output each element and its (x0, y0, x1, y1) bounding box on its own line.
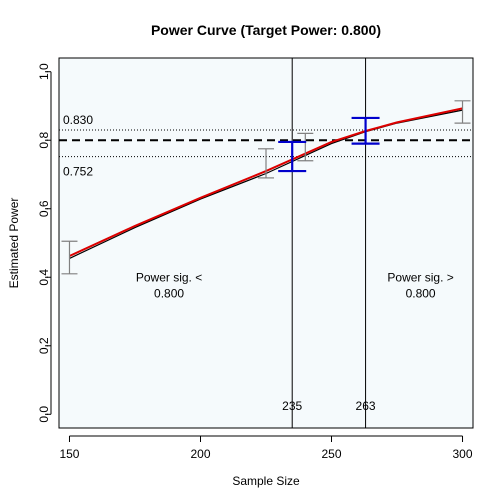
reference-lines-group: 0.830 0.752 (59, 113, 473, 179)
annotations-group: Power sig. < 0.800 Power sig. > 0.800 (136, 270, 454, 300)
x-tick-label-250: 250 (321, 447, 341, 461)
vertical-line-label-235: 235 (282, 399, 302, 413)
y-tick-label-1.0: 1.0 (37, 63, 51, 80)
region-annotation-1-line2: 0.800 (154, 286, 184, 300)
error-bars-group (61, 100, 471, 275)
vertical-lines-group: 235 263 (282, 58, 376, 428)
error-bar-150 (61, 240, 78, 275)
region-annotation-2-line2: 0.800 (406, 286, 436, 300)
x-tick-label-150: 150 (59, 447, 79, 461)
region-annotation-2-line1: Power sig. > (387, 270, 453, 284)
y-tick-label-0.2: 0.2 (37, 337, 51, 354)
x-axis-label: Sample Size (232, 474, 300, 488)
error-bar-300 (454, 100, 471, 124)
series-group (69, 107, 463, 259)
plot-background (59, 58, 473, 428)
y-axis-label: Estimated Power (7, 198, 21, 289)
crossing-error-bar-263 (351, 116, 380, 145)
chart-title: Power Curve (Target Power: 0.800) (151, 22, 381, 38)
x-tick-label-200: 200 (190, 447, 210, 461)
region-annotation-1-line1: Power sig. < (136, 270, 202, 284)
error-bar-225 (258, 148, 274, 179)
ci-upper-label: 0.830 (63, 113, 93, 127)
y-tick-label-0.4: 0.4 (37, 269, 51, 286)
power-curve-series-2 (69, 107, 463, 257)
plot-border (58, 57, 474, 429)
ci-lower-label: 0.752 (63, 165, 93, 179)
crossing-error-bar-235 (278, 140, 307, 173)
vertical-line-label-263: 263 (356, 399, 376, 413)
y-tick-label-0.8: 0.8 (37, 132, 51, 149)
y-tick-label-0.0: 0.0 (37, 406, 51, 423)
x-tick-label-300: 300 (453, 447, 473, 461)
error-bar-240 (297, 132, 314, 162)
y-tick-label-0.6: 0.6 (37, 200, 51, 217)
axes-group: 150 200 250 300 0.0 0.2 0.4 0.6 0.8 1.0 (37, 63, 473, 461)
